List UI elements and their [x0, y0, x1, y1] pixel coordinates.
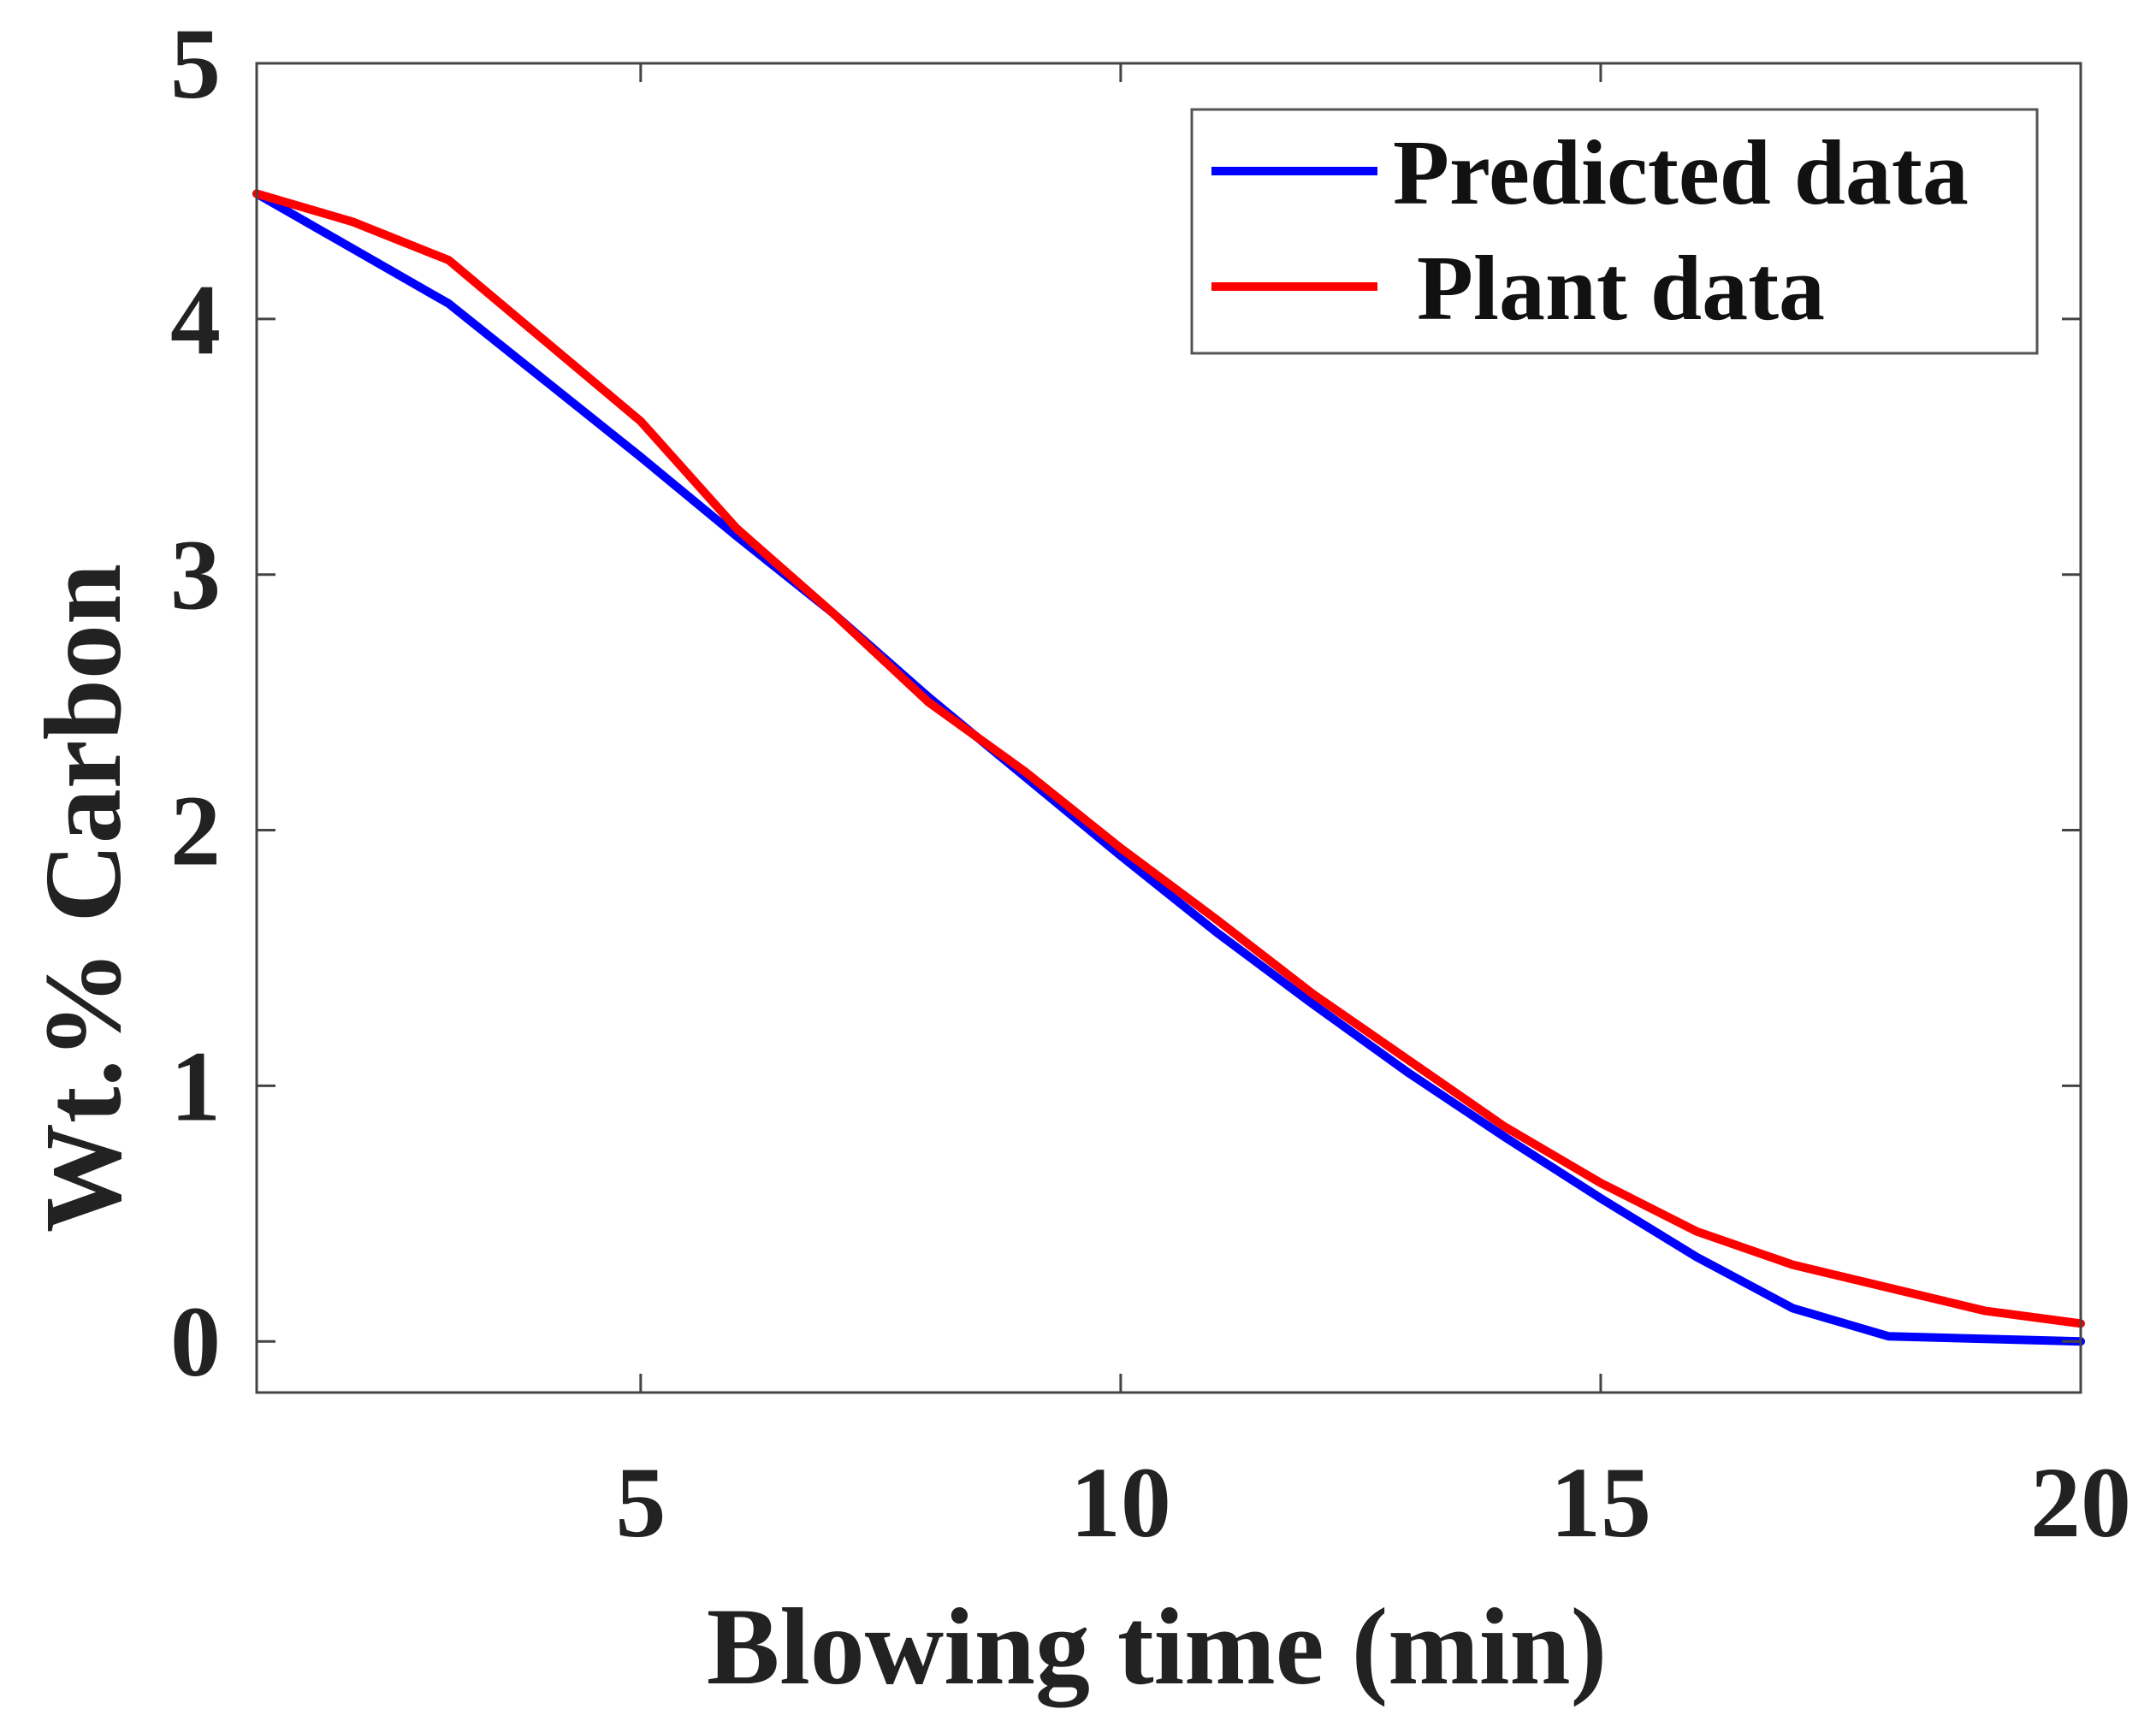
y-tick-label-1: 1 — [170, 1030, 221, 1142]
axes-frame — [255, 62, 2082, 1394]
y-tick-label-0: 0 — [170, 1286, 221, 1398]
legend-label-plant: Plant data — [1417, 238, 1825, 340]
legend-box — [1190, 108, 2039, 355]
x-tick-label-20: 20 — [2030, 1446, 2131, 1558]
y-tick-label-2: 2 — [170, 775, 221, 887]
y-axis-title: Wt.% Carbon — [22, 564, 144, 1233]
series-line-predicted-data — [252, 189, 2085, 1346]
x-axis-title: Blowing time (min) — [707, 1586, 1607, 1707]
y-tick-label-4: 4 — [170, 263, 221, 376]
plot-area — [252, 189, 2085, 1346]
x-tick-label-10: 10 — [1070, 1446, 1171, 1558]
y-tick-label-3: 3 — [170, 519, 221, 631]
x-tick-label-15: 15 — [1550, 1446, 1651, 1558]
y-tick-label-5: 5 — [170, 8, 221, 120]
x-tick-label-5: 5 — [615, 1446, 666, 1558]
series-line-plant-data — [252, 189, 2085, 1328]
axes: 5 10 15 20 0 1 2 3 4 5 — [170, 8, 2131, 1558]
legend-label-predicted: Predicted data — [1393, 122, 1969, 224]
legend: Predicted data Plant data — [1190, 108, 2039, 355]
